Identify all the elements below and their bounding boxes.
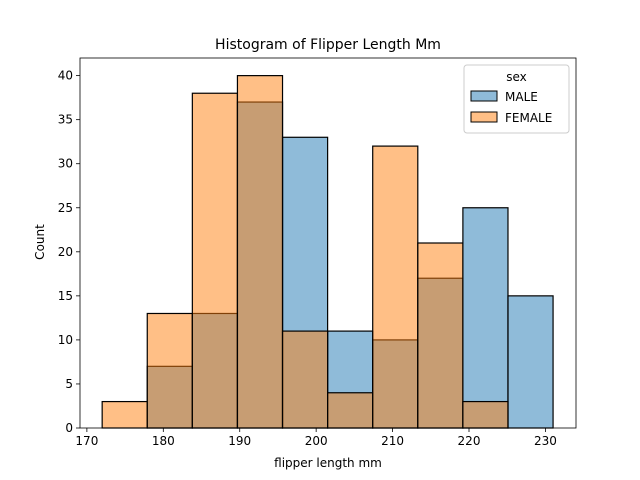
- y-tick-label-25: 25: [58, 201, 73, 215]
- y-tick-label-20: 20: [58, 245, 73, 259]
- bar-female-0: [101, 400, 148, 429]
- legend-swatch-female: [470, 111, 498, 123]
- legend-label-male: MALE: [505, 90, 538, 104]
- bar-female-4: [281, 330, 329, 429]
- bar-female-5: [327, 392, 374, 429]
- x-tick-label-180: 180: [152, 434, 175, 448]
- y-tick-label-5: 5: [65, 377, 73, 391]
- bar-female-6: [372, 145, 419, 429]
- bar-male-8: [462, 207, 509, 429]
- bar-female-1: [146, 312, 193, 429]
- legend: sex MALE FEMALE: [463, 64, 570, 134]
- x-tick-label-210: 210: [381, 434, 404, 448]
- y-axis-label: Count: [33, 224, 47, 260]
- x-tick-label-220: 220: [458, 434, 481, 448]
- axes-layer: 170 180 190 200 210 220 230 0 5 10 15 20 25 30 35 40: [58, 57, 577, 448]
- legend-label-female: FEMALE: [505, 111, 552, 125]
- x-tick-label-200: 200: [305, 434, 328, 448]
- bar-female-3: [236, 75, 284, 429]
- bar-female-7: [417, 242, 464, 429]
- x-tick-label-190: 190: [228, 434, 251, 448]
- y-tick-label-10: 10: [58, 333, 73, 347]
- y-tick-label-0: 0: [65, 421, 73, 435]
- bars-layer: [101, 75, 554, 429]
- bar-female-2: [191, 92, 239, 429]
- plot-frame: [79, 57, 577, 429]
- legend-title: sex: [506, 70, 527, 84]
- x-tick-label-170: 170: [75, 434, 98, 448]
- x-axis-label: flipper length mm: [274, 456, 382, 470]
- y-tick-label-30: 30: [58, 157, 73, 171]
- bar-female-8: [462, 400, 509, 429]
- y-tick-label-15: 15: [58, 289, 73, 303]
- x-tick-label-230: 230: [534, 434, 557, 448]
- y-tick-label-35: 35: [58, 113, 73, 127]
- y-tick-label-40: 40: [58, 69, 73, 83]
- chart-title: Histogram of Flipper Length Mm: [215, 37, 441, 53]
- bar-male-9: [507, 295, 554, 429]
- legend-swatch-male: [470, 90, 498, 102]
